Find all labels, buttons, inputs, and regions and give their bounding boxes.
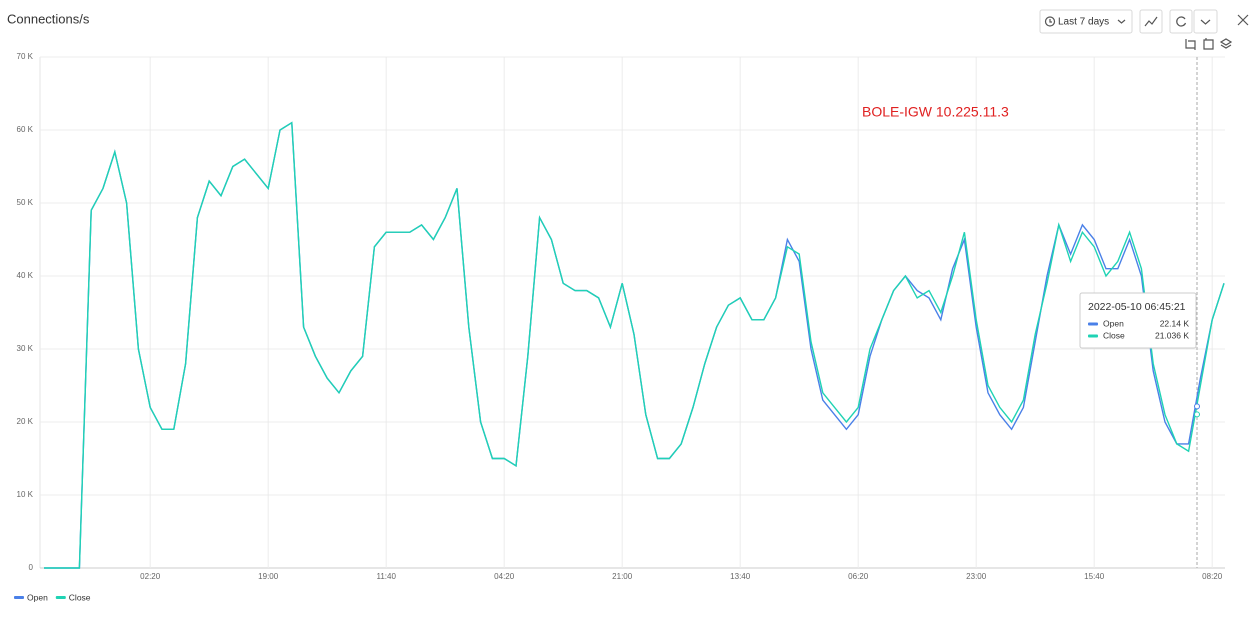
y-tick-label: 60 K xyxy=(17,125,34,134)
tooltip-value: 21.036 K xyxy=(1155,330,1189,340)
tooltip-swatch xyxy=(1088,322,1098,326)
x-tick-label: 11:40 xyxy=(376,572,396,581)
tooltip-time: 2022-05-10 06:45:21 xyxy=(1088,301,1186,313)
refresh-button[interactable] xyxy=(1169,9,1193,34)
range-button[interactable]: Last 7 days xyxy=(1039,9,1133,34)
panel-title: Connections/s xyxy=(7,11,90,26)
legend-swatch xyxy=(55,596,66,599)
tooltip-box xyxy=(1079,292,1197,349)
x-tick-label: 08:20 xyxy=(1202,572,1223,581)
x-tick-label: 02:20 xyxy=(140,572,161,581)
range-label[interactable]: Last 7 days xyxy=(1058,17,1109,28)
x-tick-label: 19:00 xyxy=(258,572,279,581)
compare-button[interactable] xyxy=(1139,9,1163,34)
y-tick-label: 0 xyxy=(29,563,34,572)
x-tick-label: 06:20 xyxy=(848,572,869,581)
legend-label: Open xyxy=(27,592,48,602)
annotation: BOLE-IGW 10.225.11.3 xyxy=(862,104,1009,120)
hover-point xyxy=(1194,403,1200,410)
tooltip-swatch xyxy=(1088,334,1098,338)
legend-label: Close xyxy=(69,592,91,602)
hover-point xyxy=(1194,411,1200,418)
legend-item[interactable]: Close xyxy=(55,592,91,602)
legend-item[interactable]: Open xyxy=(14,592,48,602)
tooltip-value: 22.14 K xyxy=(1160,318,1190,328)
x-tick-label: 04:20 xyxy=(494,572,515,581)
legend-swatch xyxy=(14,596,24,599)
series-line xyxy=(44,121,1225,569)
x-tick-label: 15:40 xyxy=(1084,572,1105,581)
close-button[interactable] xyxy=(1237,14,1249,26)
x-tick-label: 23:00 xyxy=(966,572,987,581)
tooltip: 2022-05-10 06:45:21 Open 22.14 K Close 21.03… xyxy=(1079,292,1197,349)
series-line xyxy=(44,121,1225,569)
y-tick-label: 10 K xyxy=(17,490,34,499)
more-button[interactable] xyxy=(1193,9,1218,34)
y-tick-label: 20 K xyxy=(17,417,34,426)
y-tick-label: 70 K xyxy=(17,52,34,61)
tooltip-name: Open xyxy=(1103,318,1124,328)
y-tick-label: 40 K xyxy=(17,271,34,280)
x-tick-label: 21:00 xyxy=(612,572,633,581)
y-tick-label: 30 K xyxy=(17,344,34,353)
tooltip-name: Close xyxy=(1103,330,1125,340)
y-tick-label: 50 K xyxy=(17,198,34,207)
x-tick-label: 13:40 xyxy=(730,572,751,581)
chart-tools[interactable] xyxy=(1185,38,1233,50)
legend: Open Close xyxy=(14,592,91,602)
